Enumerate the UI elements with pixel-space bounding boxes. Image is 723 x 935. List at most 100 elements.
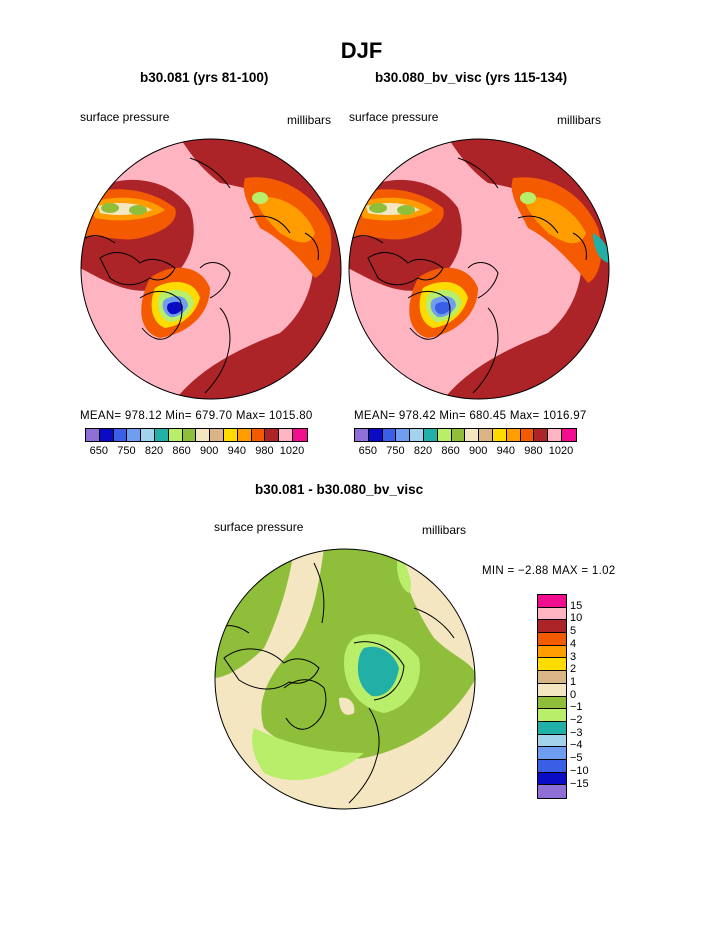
- colorbar-swatch: [538, 747, 566, 760]
- colorbar-tick-label: 900: [200, 445, 219, 457]
- diff-units-label: millibars: [422, 523, 467, 537]
- colorbar-swatch: [506, 429, 521, 441]
- colorbar-swatch: [423, 429, 438, 441]
- colorbar-swatch: [127, 429, 142, 441]
- colorbar-swatch: [465, 429, 480, 441]
- colorbar-swatch: [279, 429, 293, 441]
- panel2-stats: MEAN= 978.42 Min= 680.45 Max= 1016.97: [354, 410, 587, 422]
- colorbar-swatch: [548, 429, 562, 441]
- colorbar-swatch: [534, 429, 549, 441]
- colorbar-swatch: [538, 658, 566, 672]
- colorbar-swatch: [538, 734, 566, 748]
- colorbar-swatch: [538, 620, 566, 634]
- colorbar-tick-label: 860: [172, 445, 191, 457]
- colorbar-swatch: [196, 429, 211, 441]
- colorbar-swatch: [113, 429, 128, 441]
- colorbar-tick-label: 750: [117, 445, 136, 457]
- panel1-colorbar-labels: 650 750 820 860 900 940 980 1020: [85, 445, 307, 459]
- colorbar-tick-label: 980: [255, 445, 274, 457]
- panel2-title: b30.080_bv_visc (yrs 115-134): [375, 70, 568, 85]
- colorbar-swatch: [237, 429, 252, 441]
- colorbar-tick-label: 0: [570, 688, 577, 701]
- colorbar-swatch: [141, 429, 155, 441]
- colorbar-swatch: [355, 429, 369, 441]
- colorbar-swatch: [561, 429, 576, 441]
- panel2-colorbar: [354, 428, 577, 442]
- colorbar-swatch: [538, 772, 566, 786]
- colorbar-tick-label: 820: [413, 445, 433, 457]
- panel1-units-label: millibars: [287, 113, 332, 127]
- colorbar-swatch: [451, 429, 466, 441]
- colorbar-swatch: [538, 709, 566, 722]
- panel2-field-label: surface pressure: [349, 110, 439, 124]
- colorbar-swatch: [396, 429, 411, 441]
- colorbar-swatch: [492, 429, 507, 441]
- colorbar-swatch: [292, 429, 307, 441]
- colorbar-tick-label: −3: [570, 726, 583, 739]
- colorbar-swatch: [99, 429, 114, 441]
- colorbar-swatch: [382, 429, 397, 441]
- panel1-stats: MEAN= 978.12 Min= 679.70 Max= 1015.80: [80, 410, 313, 422]
- colorbar-tick-label: 2: [570, 663, 577, 676]
- colorbar-tick-label: 650: [89, 445, 108, 457]
- colorbar-swatch: [538, 721, 566, 735]
- colorbar-tick-label: −2: [570, 714, 583, 726]
- colorbar-tick-label: −5: [570, 752, 583, 765]
- colorbar-tick-label: 750: [386, 445, 405, 457]
- colorbar-swatch: [182, 429, 197, 441]
- colorbar-swatch: [538, 645, 566, 659]
- colorbar-swatch: [538, 633, 566, 646]
- panel1-colorbar: [85, 428, 308, 442]
- colorbar-tick-label: 1020: [279, 445, 305, 457]
- colorbar-swatch: [538, 595, 566, 608]
- colorbar-swatch: [538, 759, 566, 773]
- diff-field-label: surface pressure: [214, 520, 304, 534]
- colorbar-tick-label: 4: [570, 637, 577, 650]
- colorbar-swatch: [223, 429, 238, 441]
- colorbar-swatch: [538, 696, 566, 710]
- colorbar-tick-label: 15: [570, 599, 583, 612]
- colorbar-tick-label: 940: [496, 445, 515, 457]
- colorbar-swatch: [437, 429, 452, 441]
- colorbar-swatch: [251, 429, 266, 441]
- colorbar-tick-label: 1020: [548, 445, 574, 457]
- colorbar-tick-label: −4: [570, 739, 583, 752]
- colorbar-tick-label: 900: [469, 445, 488, 457]
- colorbar-swatch: [168, 429, 183, 441]
- diff-polar-map: [214, 548, 476, 810]
- colorbar-swatch: [210, 429, 224, 441]
- colorbar-tick-label: 650: [358, 445, 377, 457]
- colorbar-tick-label: 5: [570, 625, 577, 638]
- colorbar-tick-label: 860: [441, 445, 460, 457]
- colorbar-tick-label: 820: [144, 445, 164, 457]
- colorbar-swatch: [538, 607, 566, 621]
- colorbar-tick-label: −10: [570, 764, 589, 777]
- diff-colorbar: [537, 594, 567, 799]
- colorbar-tick-label: 940: [227, 445, 246, 457]
- panel1-field-label: surface pressure: [80, 110, 170, 124]
- colorbar-tick-label: 980: [524, 445, 543, 457]
- colorbar-swatch: [410, 429, 424, 441]
- colorbar-swatch: [86, 429, 100, 441]
- colorbar-swatch: [368, 429, 383, 441]
- panel2-colorbar-labels: 650 750 820 860 900 940 980 1020: [354, 445, 576, 459]
- colorbar-swatch: [538, 785, 566, 798]
- diff-title: b30.081 - b30.080_bv_visc: [255, 482, 424, 497]
- colorbar-tick-label: 1: [570, 675, 577, 688]
- colorbar-swatch: [265, 429, 280, 441]
- colorbar-swatch: [538, 683, 566, 697]
- colorbar-swatch: [154, 429, 169, 441]
- panel2-units-label: millibars: [557, 113, 602, 127]
- colorbar-tick-label: 10: [570, 612, 583, 625]
- colorbar-tick-label: 3: [570, 650, 577, 663]
- colorbar-swatch: [479, 429, 493, 441]
- colorbar-tick-label: −15: [570, 777, 589, 790]
- panel1-polar-map: [80, 138, 342, 400]
- colorbar-swatch: [538, 671, 566, 684]
- figure-title: DJF: [340, 38, 383, 63]
- panel1-title: b30.081 (yrs 81-100): [140, 70, 269, 85]
- colorbar-swatch: [520, 429, 535, 441]
- colorbar-tick-label: −1: [570, 701, 583, 714]
- panel2-polar-map: [348, 138, 610, 400]
- diff-stats: MIN = −2.88 MAX = 1.02: [482, 565, 616, 577]
